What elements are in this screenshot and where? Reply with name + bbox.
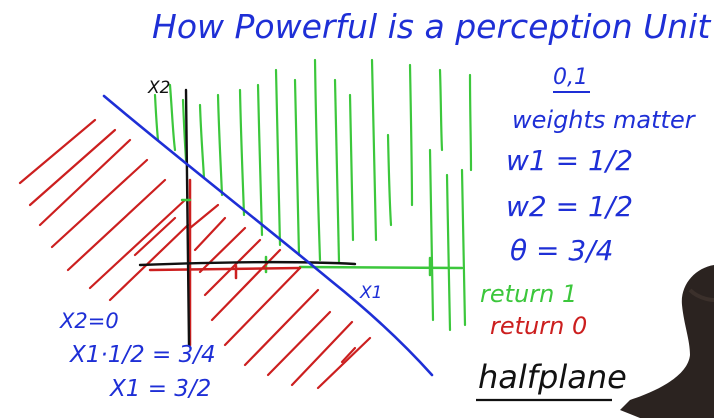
green-hatch-region	[153, 58, 473, 332]
halfplane-note: halfplane	[478, 358, 627, 396]
theta-value: θ = 3/4	[510, 234, 613, 267]
y-axis-label: X2	[147, 78, 170, 98]
calc-line-2: X1·1/2 = 3/4	[69, 342, 216, 368]
axes	[138, 88, 357, 347]
hand-image	[620, 265, 714, 418]
calc-line-3: X1 = 3/2	[109, 376, 211, 402]
return-0-note: return 0	[490, 312, 587, 340]
x-axis	[138, 260, 357, 267]
decision-line	[102, 94, 434, 377]
return-1-note: return 1	[480, 280, 577, 308]
notes: 0,1 weights matter w1 = 1/2 w2 = 1/2 θ =…	[476, 65, 697, 402]
w1-value: w1 = 1/2	[506, 144, 633, 177]
calculation: X2=0 X1·1/2 = 3/4 X1 = 3/2	[59, 309, 216, 402]
y-axis	[184, 88, 191, 347]
x-axis-label: X1	[359, 283, 382, 303]
w2-value: w2 = 1/2	[506, 190, 633, 223]
inputs-note: 0,1	[553, 65, 588, 90]
calc-line-1: X2=0	[59, 309, 119, 333]
red-hatch-region	[18, 118, 372, 390]
title: How Powerful is a perception Unit?	[152, 7, 714, 46]
weights-matter-note: weights matter	[512, 106, 697, 134]
